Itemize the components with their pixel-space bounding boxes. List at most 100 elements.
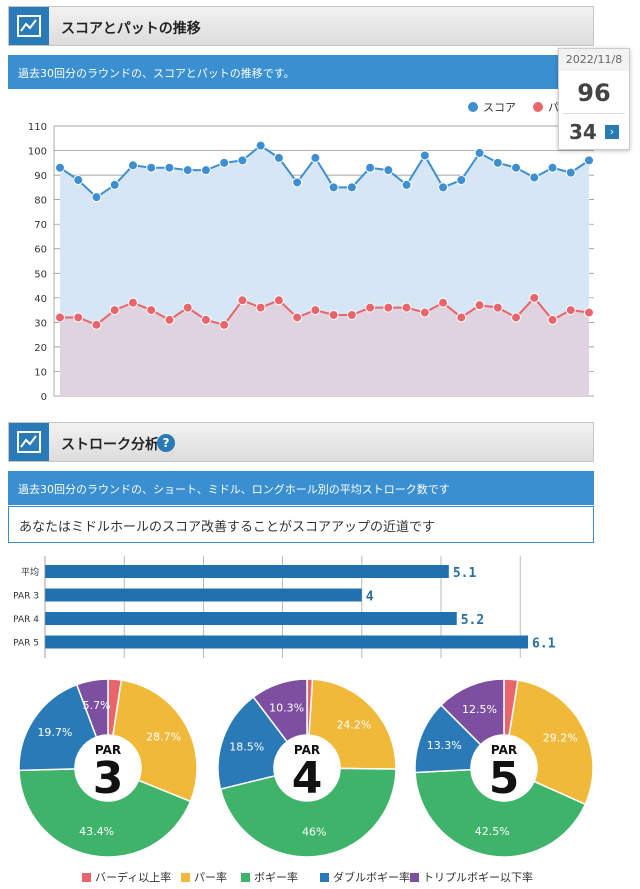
putt-point: [346, 310, 357, 320]
pie-slice-label: 13.3%: [427, 739, 462, 752]
score-point: [200, 165, 211, 176]
putt-point: [109, 305, 120, 316]
putt-point: [310, 305, 321, 316]
putt-point: [511, 312, 522, 323]
putt-point: [529, 292, 540, 303]
putt-point: [328, 310, 339, 320]
legend-swatch: [181, 873, 190, 882]
stroke-analysis-section-header: ストローク分析 ?: [8, 422, 594, 462]
score-point: [55, 162, 65, 173]
score-point: [109, 179, 120, 190]
score-point: [91, 192, 102, 203]
putt-point: [219, 319, 230, 330]
pie-slice-label: 24.2%: [336, 718, 371, 731]
y-tick-label: 110: [28, 122, 47, 133]
pie-center: [75, 735, 141, 801]
bar-category-label: 平均: [21, 566, 39, 578]
putt-point: [474, 300, 485, 311]
putt-point: [492, 302, 503, 313]
score-point: [511, 162, 522, 173]
pie-center-number: 5: [489, 753, 520, 804]
tooltip-date: 2022/11/8: [559, 49, 629, 71]
legend-label: ダブルボギー率: [333, 871, 410, 884]
putt-point: [182, 302, 193, 313]
score-point: [182, 165, 193, 176]
score-putt-title: スコアとパットの推移: [61, 21, 201, 37]
score-point: [146, 162, 157, 173]
score-point: [310, 152, 321, 163]
score-point: [127, 160, 138, 171]
score-point: [292, 177, 303, 188]
score-point: [529, 172, 540, 183]
putt-point: [383, 302, 394, 313]
y-tick-label: 100: [28, 147, 47, 158]
bar-value-label: 4: [366, 590, 374, 605]
putt-area: [60, 297, 589, 396]
help-icon[interactable]: ?: [157, 434, 175, 452]
score-point: [547, 162, 558, 173]
y-tick-label: 80: [34, 196, 47, 207]
legend-swatch: [241, 873, 250, 882]
y-tick-label: 50: [34, 269, 47, 280]
y-tick-label: 0: [41, 392, 47, 403]
y-tick-label: 30: [34, 318, 47, 329]
y-tick-label: 90: [34, 171, 47, 182]
putt-point: [365, 302, 376, 313]
putt-point: [73, 312, 84, 323]
bar-value-label: 5.2: [461, 613, 484, 628]
bar: [45, 635, 528, 649]
putt-point: [438, 297, 449, 308]
pie-slice-label: 10.3%: [269, 701, 304, 714]
y-tick-label: 70: [34, 220, 47, 231]
tooltip-divider: [563, 113, 625, 114]
pie-center-par-label: PAR: [491, 743, 517, 757]
pie-slice-label: 18.5%: [229, 741, 264, 754]
score-putt-info: 過去30回分のラウンドの、スコアとパットの推移です。: [8, 55, 594, 89]
score-point: [419, 150, 430, 161]
putt-point: [164, 314, 175, 325]
score-point: [164, 162, 175, 173]
bar-category-label: PAR 3: [13, 592, 39, 602]
score-point: [365, 162, 376, 173]
pie-center-par-label: PAR: [294, 743, 320, 757]
legend-putt-marker: [533, 102, 543, 112]
pie-slice-label: 29.2%: [543, 732, 578, 745]
pie-center-number: 3: [93, 753, 124, 804]
pie-center: [274, 735, 340, 801]
score-point: [456, 175, 467, 185]
pie-legend-item: バーディ以上率: [82, 869, 171, 885]
pie-legend-item: ボギー率: [241, 869, 298, 885]
score-putt-section-header: スコアとパットの推移: [8, 6, 594, 46]
score-point: [401, 179, 412, 190]
putt-point: [584, 307, 594, 318]
bar-value-label: 6.1: [532, 637, 556, 652]
putt-point: [273, 295, 284, 306]
putt-point: [292, 312, 303, 323]
pie-legend-item: ダブルボギー率: [320, 869, 410, 885]
pie-legend-item: パー率: [181, 869, 227, 885]
legend-swatch: [82, 873, 91, 882]
legend-label: ボギー率: [254, 871, 298, 884]
pie-center-par-label: PAR: [95, 743, 121, 757]
tooltip-putt: 34: [569, 120, 597, 144]
bar-category-label: PAR 5: [13, 639, 39, 649]
putt-point: [200, 314, 211, 325]
legend-score-marker: [468, 102, 478, 112]
score-point: [73, 175, 84, 185]
score-point: [565, 167, 576, 178]
putt-point: [565, 305, 576, 316]
putt-point: [456, 312, 467, 323]
putt-point: [127, 297, 138, 308]
putt-point: [55, 312, 65, 323]
putt-point: [401, 302, 412, 313]
stroke-analysis-title: ストローク分析: [61, 437, 159, 453]
legend-score-label: スコア: [483, 101, 516, 114]
legend-swatch: [320, 873, 329, 882]
chevron-right-icon[interactable]: ›: [605, 125, 619, 139]
line-chart-icon: [9, 423, 49, 461]
bar: [45, 565, 449, 578]
legend-swatch: [410, 873, 419, 882]
legend-label: パー率: [194, 871, 227, 884]
y-tick-label: 40: [34, 294, 47, 305]
